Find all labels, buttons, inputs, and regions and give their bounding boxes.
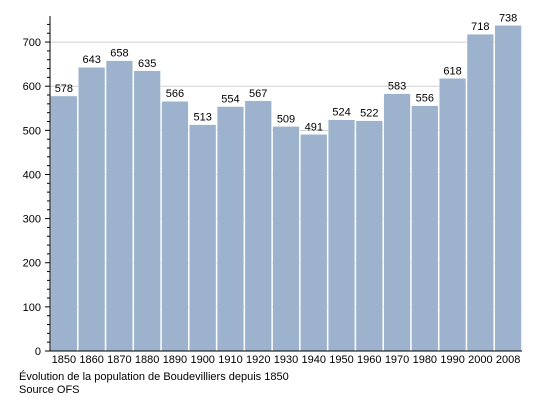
- chart-source: Source OFS: [19, 384, 80, 396]
- data-label-1890: 566: [166, 88, 184, 100]
- data-label-2008: 738: [499, 12, 517, 24]
- x-tick-label: 1910: [218, 354, 242, 366]
- data-label-1880: 635: [138, 58, 156, 70]
- bar-1890: [161, 100, 189, 352]
- bar-1980: [411, 105, 439, 352]
- bar-1870: [105, 60, 134, 352]
- x-tick-label: 1970: [385, 354, 409, 366]
- y-tick-label: 300: [23, 214, 41, 226]
- y-tick-label: 600: [23, 81, 41, 93]
- bar-1960: [355, 120, 383, 352]
- x-tick-label: 2000: [468, 354, 492, 366]
- bar-1940: [300, 134, 328, 352]
- y-tick-label: 0: [35, 346, 41, 358]
- data-label-1910: 554: [221, 94, 239, 106]
- data-labels: 578 643 658 635 566 513 554 567 509 491 524 522 583 5…: [55, 12, 518, 133]
- x-tick-label: 1960: [357, 354, 381, 366]
- bar-2008: [494, 25, 522, 352]
- x-tick-label: 1930: [274, 354, 298, 366]
- data-label-1940: 491: [305, 121, 323, 133]
- bar-1990: [438, 78, 467, 352]
- x-tick-label: 1950: [329, 354, 353, 366]
- chart-caption: Évolution de la population de Boudevilli…: [19, 371, 289, 383]
- y-tick-label: 700: [23, 37, 41, 49]
- bar-1910: [216, 106, 245, 352]
- data-label-1960: 522: [360, 108, 378, 120]
- bar-2000: [466, 33, 494, 352]
- x-tick-label: 1900: [190, 354, 214, 366]
- bar-1900: [189, 124, 217, 352]
- y-tick-label: 100: [23, 302, 41, 314]
- x-tick-label: 1940: [302, 354, 326, 366]
- bar-1880: [133, 70, 161, 352]
- x-tick-label: 2008: [496, 354, 520, 366]
- bar-1850: [50, 95, 78, 352]
- x-tick-label: 1870: [107, 354, 131, 366]
- bar-1860: [78, 66, 106, 352]
- data-label-1970: 583: [388, 81, 406, 93]
- x-tick-label: 1850: [52, 354, 76, 366]
- bar-1920: [244, 100, 272, 352]
- bar-1970: [383, 93, 411, 352]
- bars: [50, 25, 522, 352]
- data-label-2000: 718: [471, 21, 489, 33]
- x-tick-label: 1920: [246, 354, 270, 366]
- x-tick-label: 1860: [79, 354, 103, 366]
- x-tick-label: 1990: [440, 354, 464, 366]
- data-label-1980: 556: [416, 93, 434, 105]
- data-label-1870: 658: [110, 48, 128, 60]
- x-tick-label: 1890: [163, 354, 187, 366]
- bar-1950: [327, 119, 356, 352]
- x-tick-label: 1880: [135, 354, 159, 366]
- data-label-1950: 524: [332, 107, 350, 119]
- data-label-1850: 578: [55, 83, 73, 95]
- y-tick-label: 400: [23, 169, 41, 181]
- data-label-1900: 513: [194, 112, 212, 124]
- bar-1930: [272, 126, 300, 352]
- data-label-1860: 643: [82, 54, 100, 66]
- y-tick-label: 200: [23, 258, 41, 270]
- data-label-1990: 618: [443, 65, 461, 77]
- axes: 0 100 200 300 400 500 600 700 1850 1860 1870 1880 18…: [23, 16, 522, 366]
- data-label-1930: 509: [277, 113, 295, 125]
- data-label-1920: 567: [249, 88, 267, 100]
- y-tick-label: 500: [23, 125, 41, 137]
- x-tick-label: 1980: [413, 354, 437, 366]
